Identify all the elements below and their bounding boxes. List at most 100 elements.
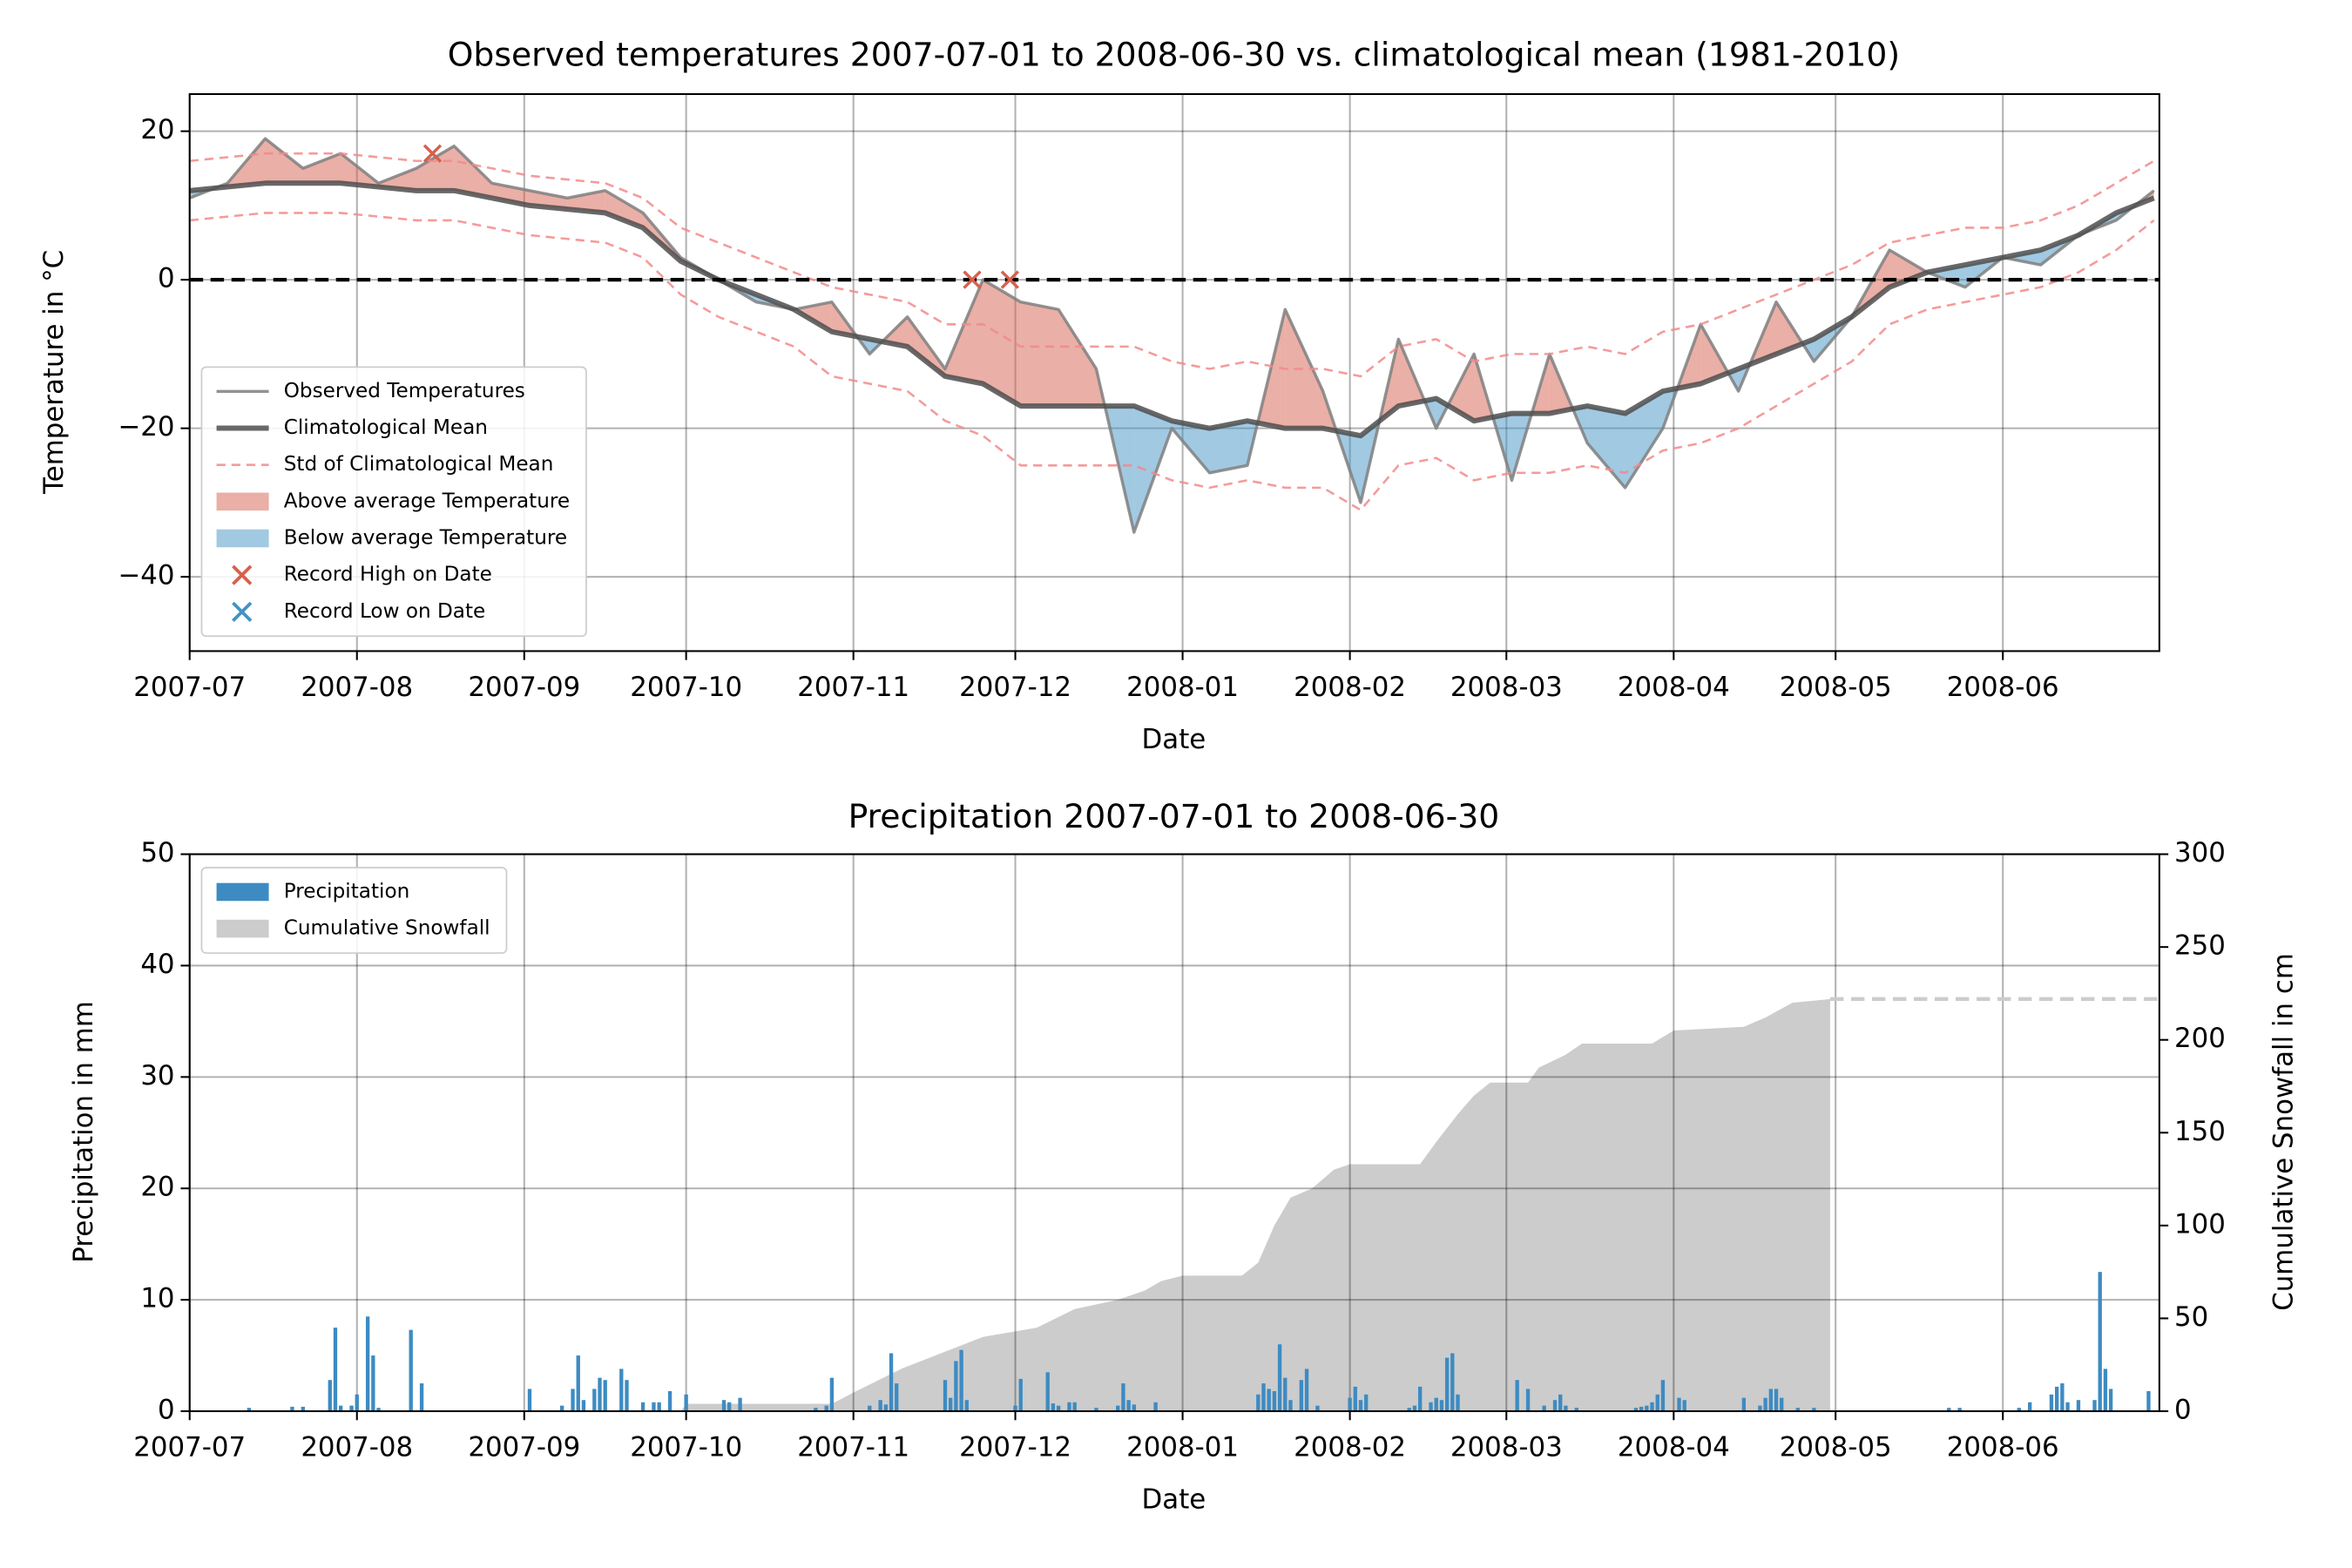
- bar: [2092, 1400, 2097, 1411]
- bar: [339, 1405, 343, 1411]
- y-tick-label: 50: [140, 837, 174, 868]
- bar: [1660, 1380, 1666, 1411]
- y-tick-label: 10: [140, 1283, 174, 1315]
- bar: [247, 1408, 252, 1411]
- bar: [355, 1394, 359, 1411]
- x-tick-label: 2008-01: [1126, 672, 1239, 703]
- x-tick-label: 2008-05: [1780, 1431, 1892, 1463]
- x-tick-label: 2008-03: [1450, 1431, 1563, 1463]
- x-tick-label: 2008-04: [1618, 1431, 1730, 1463]
- y-axis-label: Temperature in °C: [38, 250, 70, 495]
- bar: [1677, 1397, 1681, 1411]
- bar: [1283, 1377, 1288, 1411]
- y2-tick-label: 200: [2174, 1023, 2226, 1054]
- fill-area: [1448, 354, 1475, 422]
- std-line: [189, 212, 2155, 512]
- data-line: [189, 180, 2155, 439]
- bar: [721, 1400, 727, 1411]
- legend-handle: [232, 564, 253, 585]
- fill-area: [1020, 301, 1059, 407]
- legend-box: [200, 867, 508, 954]
- bar: [1315, 1405, 1320, 1411]
- bar: [814, 1408, 818, 1411]
- bar: [1456, 1394, 1460, 1411]
- fill-area: [378, 168, 416, 191]
- bar: [619, 1369, 624, 1411]
- legend-handle: [216, 529, 269, 548]
- bar: [2146, 1390, 2151, 1411]
- x-tick-label: 2007-07: [133, 1431, 246, 1463]
- bar: [1957, 1408, 1962, 1411]
- bar: [1018, 1378, 1023, 1411]
- fill-area: [265, 139, 303, 184]
- y-axis-label: Precipitation in mm: [68, 1001, 99, 1263]
- bar: [684, 1394, 688, 1411]
- x-axis-label: Date: [1142, 724, 1206, 755]
- bar: [1126, 1400, 1131, 1411]
- bar: [1763, 1397, 1767, 1411]
- chart-title: Precipitation 2007-07-01 to 2008-06-30: [848, 797, 1500, 835]
- bar: [1045, 1372, 1050, 1411]
- x-axis-label: Date: [1142, 1484, 1206, 1515]
- bar: [1094, 1408, 1098, 1411]
- bar: [954, 1361, 958, 1411]
- bar: [895, 1383, 899, 1411]
- fill-area: [1625, 391, 1663, 488]
- fill-area: [416, 145, 455, 191]
- bar: [527, 1389, 532, 1411]
- fill-area: [605, 190, 644, 228]
- bar: [1277, 1344, 1282, 1411]
- area: [680, 998, 1830, 1411]
- fill-area: [1209, 421, 1247, 473]
- legend-label: Below average Temperature: [284, 527, 567, 550]
- bar: [1299, 1380, 1304, 1411]
- bar: [1267, 1389, 1271, 1411]
- legend-label: Std of Climatological Mean: [284, 453, 554, 476]
- bar: [581, 1400, 586, 1411]
- y2-tick-label: 100: [2174, 1208, 2226, 1240]
- plot-frame: [188, 92, 2160, 652]
- bar: [1552, 1400, 1558, 1411]
- std-line: [189, 152, 2155, 378]
- bar: [1558, 1394, 1563, 1411]
- fill-area: [454, 145, 492, 199]
- bar: [603, 1380, 607, 1411]
- bar: [2028, 1402, 2032, 1411]
- bar: [1450, 1353, 1455, 1411]
- fill-area: [1889, 250, 1928, 287]
- x-tick-label: 2007-08: [301, 672, 413, 703]
- bar: [1417, 1386, 1423, 1411]
- bar: [1574, 1408, 1578, 1411]
- bar: [1429, 1402, 1433, 1411]
- bar: [1407, 1408, 1411, 1411]
- bar: [2017, 1408, 2021, 1411]
- bar: [889, 1353, 894, 1411]
- record-marker: [963, 270, 982, 289]
- x-tick-label: 2007-10: [630, 672, 742, 703]
- x-tick-label: 2008-06: [1947, 1431, 2059, 1463]
- fill-area: [1531, 354, 1550, 414]
- y2-tick-label: 50: [2174, 1301, 2208, 1333]
- x-tick-label: 2007-09: [468, 1431, 580, 1463]
- x-tick-label: 2007-08: [301, 1431, 413, 1463]
- bar: [333, 1328, 338, 1411]
- bar: [1444, 1357, 1450, 1411]
- bar: [657, 1402, 661, 1411]
- bar: [1348, 1397, 1352, 1411]
- bar: [727, 1402, 732, 1411]
- bar: [1261, 1383, 1266, 1411]
- bar: [571, 1389, 575, 1411]
- bar: [1741, 1397, 1747, 1411]
- y2-tick-label: 300: [2174, 837, 2226, 868]
- fill-area: [1058, 309, 1097, 407]
- bar: [667, 1390, 672, 1411]
- bar: [1633, 1408, 1639, 1411]
- legend-label: Record Low on Date: [284, 600, 486, 623]
- bar: [2098, 1272, 2102, 1411]
- bar: [576, 1355, 580, 1411]
- y2-tick-label: 250: [2174, 930, 2226, 962]
- x-tick-label: 2007-10: [630, 1431, 742, 1463]
- y-tick-label: 30: [140, 1060, 174, 1092]
- bar: [625, 1380, 629, 1411]
- bar: [2108, 1389, 2113, 1411]
